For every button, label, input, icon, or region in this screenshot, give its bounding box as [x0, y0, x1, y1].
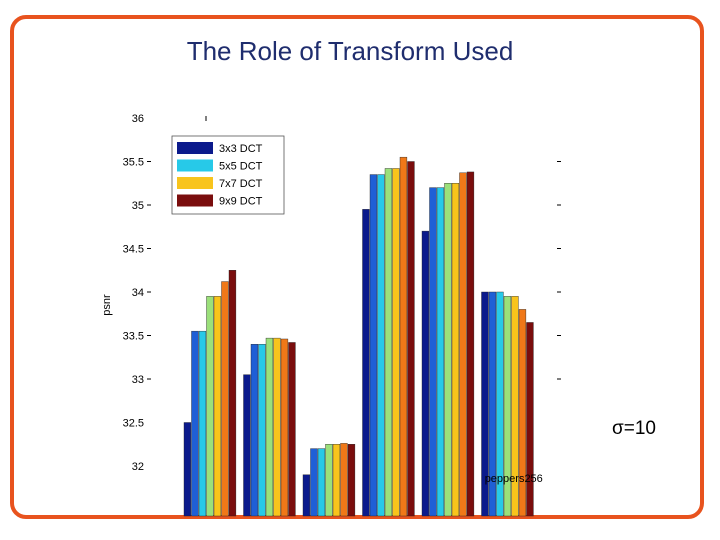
bar	[384, 168, 393, 517]
bar	[421, 230, 430, 517]
y-tick-label: 32	[132, 461, 144, 473]
bar	[250, 344, 259, 517]
bar	[444, 183, 452, 517]
legend-swatch	[177, 177, 213, 189]
y-tick-label: 33.5	[123, 331, 144, 343]
y-tick-label: 34.5	[123, 244, 144, 256]
legend-swatch	[177, 142, 213, 154]
y-tick-label: 35	[132, 200, 144, 212]
bar	[183, 422, 192, 517]
bar	[503, 296, 512, 517]
bar	[258, 344, 266, 517]
legend-swatch	[177, 159, 213, 172]
slide-frame	[10, 15, 704, 519]
y-axis: 32 32.5 33 33.5 34 34.5 35 35.5 36	[123, 113, 561, 473]
bar	[206, 296, 214, 517]
y-axis-label: psnr	[101, 294, 113, 316]
category-label: peppers256	[485, 473, 543, 485]
bar	[429, 187, 437, 517]
y-tick-label: 34	[132, 287, 144, 299]
bar	[526, 322, 534, 517]
legend-swatch	[177, 194, 213, 207]
bar	[310, 448, 318, 517]
bar	[377, 174, 385, 517]
bar	[407, 161, 415, 517]
bar	[332, 444, 341, 517]
bar	[243, 374, 251, 517]
chart-legend: 3x3 DCT 5x5 DCT 7x7 DCT 9x9 DCT	[171, 135, 285, 215]
legend-label: 7x7 DCT	[219, 178, 263, 190]
bar	[481, 291, 489, 517]
bar	[213, 296, 222, 517]
bar	[392, 168, 400, 517]
bar	[451, 183, 460, 517]
bar	[362, 209, 370, 517]
y-tick-label: 33	[132, 374, 144, 386]
bar	[280, 338, 289, 517]
bar	[436, 187, 445, 517]
legend-label: 3x3 DCT	[219, 143, 263, 155]
bar	[221, 281, 229, 517]
bar	[340, 443, 348, 517]
bar	[302, 474, 311, 517]
bar	[459, 172, 467, 517]
bar	[325, 444, 333, 517]
bar	[228, 270, 237, 517]
bar	[369, 174, 378, 517]
legend-label: 5x5 DCT	[219, 161, 263, 173]
category-labels: peppers256	[485, 473, 543, 485]
legend-label: 9x9 DCT	[219, 196, 263, 208]
bar	[273, 337, 281, 517]
bar	[191, 330, 199, 517]
bar	[288, 342, 296, 517]
y-tick-label: 36	[132, 113, 144, 125]
bar	[488, 291, 497, 517]
bar	[496, 291, 504, 517]
bar	[399, 156, 408, 517]
bars	[183, 156, 534, 517]
sigma-annotation: σ=10	[612, 418, 656, 439]
y-tick-label: 32.5	[123, 418, 144, 430]
bar	[511, 296, 519, 517]
y-tick-label: 35.5	[123, 157, 144, 169]
bar	[518, 309, 527, 517]
bar	[198, 330, 207, 517]
bar	[347, 444, 356, 517]
bar	[317, 448, 326, 517]
bar	[466, 171, 475, 517]
bar	[265, 337, 274, 517]
slide-title: The Role of Transform Used	[186, 36, 514, 66]
